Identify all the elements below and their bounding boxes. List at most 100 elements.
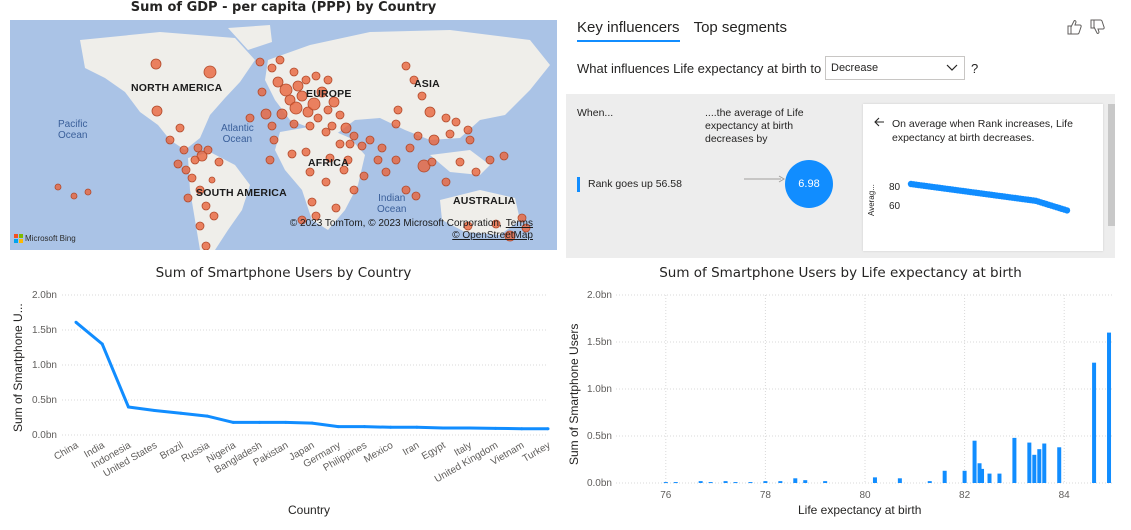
gdp-bubble[interactable]	[276, 108, 288, 120]
gdp-bubble[interactable]	[187, 173, 197, 183]
gdp-bubble[interactable]	[401, 185, 411, 195]
gdp-bubble[interactable]	[287, 149, 297, 159]
gdp-bubble[interactable]	[284, 94, 296, 106]
gdp-bubble[interactable]	[181, 165, 191, 175]
gdp-bubble[interactable]	[208, 176, 216, 184]
gdp-bubble[interactable]	[349, 131, 359, 141]
gdp-bubble[interactable]	[345, 139, 355, 149]
map-terms-link[interactable]: Terms	[505, 218, 533, 229]
bar-chart-bar[interactable]	[977, 463, 982, 483]
bar-chart-bar[interactable]	[1032, 454, 1037, 483]
line-chart-point[interactable]	[126, 405, 130, 409]
gdp-bubble[interactable]	[305, 121, 315, 131]
thumbs-up-icon[interactable]	[1066, 19, 1083, 35]
gdp-bubble[interactable]	[451, 117, 461, 127]
gdp-bubble[interactable]	[269, 135, 279, 145]
gdp-bubble[interactable]	[175, 123, 185, 133]
gdp-bubble[interactable]	[409, 75, 419, 85]
gdp-bubble[interactable]	[405, 143, 415, 153]
bar-chart-bar[interactable]	[980, 468, 985, 483]
gdp-bubble[interactable]	[201, 241, 211, 250]
back-arrow-icon[interactable]	[873, 116, 885, 128]
gdp-bubble[interactable]	[307, 97, 321, 111]
gdp-bubble[interactable]	[427, 157, 437, 167]
bar-chart-bar[interactable]	[897, 478, 902, 483]
gdp-bubble[interactable]	[499, 151, 509, 161]
gdp-bubble[interactable]	[411, 191, 421, 201]
bar-chart-bar[interactable]	[987, 473, 992, 483]
gdp-bubble[interactable]	[357, 141, 367, 151]
line-chart-point[interactable]	[494, 426, 498, 430]
gdp-bubble[interactable]	[165, 135, 175, 145]
gdp-bubble[interactable]	[325, 153, 335, 163]
gdp-bubble[interactable]	[301, 75, 311, 85]
gdp-bubble[interactable]	[428, 134, 440, 146]
line-chart-point[interactable]	[231, 420, 235, 424]
line-chart-point[interactable]	[415, 425, 419, 429]
gdp-bubble[interactable]	[305, 167, 315, 177]
gdp-bubble[interactable]	[260, 108, 272, 120]
line-chart-series-line[interactable]	[75, 321, 548, 431]
gdp-bubble[interactable]	[391, 155, 401, 165]
gdp-bubble[interactable]	[349, 185, 359, 195]
bar-chart-bar[interactable]	[733, 482, 738, 484]
gdp-bubble[interactable]	[485, 155, 495, 165]
line-chart-point[interactable]	[441, 426, 445, 430]
bar-chart-bar[interactable]	[962, 470, 967, 483]
bar-chart-bar[interactable]	[793, 478, 798, 483]
gdp-bubble[interactable]	[377, 143, 387, 153]
tab-top-segments[interactable]: Top segments	[693, 19, 787, 36]
gdp-bubble[interactable]	[335, 110, 345, 120]
bar-chart-bar[interactable]	[778, 481, 783, 483]
bar-chart-bar[interactable]	[1027, 442, 1032, 483]
gdp-bubble[interactable]	[335, 139, 345, 149]
gdp-bubble[interactable]	[323, 105, 333, 115]
bar-chart-bar[interactable]	[927, 481, 932, 483]
line-chart-point[interactable]	[205, 414, 209, 418]
bar-chart-bar[interactable]	[708, 482, 713, 484]
gdp-bubble[interactable]	[517, 213, 527, 223]
ki-scrollbar[interactable]	[1108, 104, 1115, 226]
gdp-bubble[interactable]	[321, 177, 331, 187]
ki-factor-rank[interactable]: Rank goes up 56.58	[577, 177, 682, 192]
gdp-bubble[interactable]	[393, 105, 403, 115]
gdp-bubble[interactable]	[455, 157, 465, 167]
gdp-bubble[interactable]	[521, 223, 531, 233]
bar-chart-bar[interactable]	[1042, 443, 1047, 483]
gdp-bubble[interactable]	[391, 119, 401, 129]
line-chart-point[interactable]	[100, 342, 104, 346]
gdp-bubble[interactable]	[323, 75, 333, 85]
gdp-bubble[interactable]	[316, 86, 328, 98]
line-chart-point[interactable]	[362, 425, 366, 429]
gdp-bubble[interactable]	[150, 58, 162, 70]
line-chart-point[interactable]	[258, 420, 262, 424]
gdp-bubble[interactable]	[275, 55, 285, 65]
gdp-bubble[interactable]	[190, 155, 200, 165]
gdp-bubble[interactable]	[340, 122, 352, 134]
gdp-bubble[interactable]	[504, 230, 516, 242]
gdp-bubble[interactable]	[413, 131, 423, 141]
gdp-bubble[interactable]	[401, 61, 411, 71]
gdp-bubble[interactable]	[265, 155, 275, 165]
gdp-bubble[interactable]	[327, 121, 337, 131]
gdp-bubble[interactable]	[365, 135, 375, 145]
bar-chart-bar[interactable]	[1092, 362, 1097, 483]
gdp-bubble[interactable]	[173, 159, 183, 169]
gdp-bubble[interactable]	[441, 177, 451, 187]
bar-chart-bar[interactable]	[1012, 437, 1017, 483]
gdp-bubble[interactable]	[209, 211, 219, 221]
gdp-bubble[interactable]	[328, 96, 340, 108]
bar-chart-bar[interactable]	[823, 481, 828, 483]
bar-chart-bar[interactable]	[698, 481, 703, 483]
line-chart-point[interactable]	[310, 421, 314, 425]
bar-chart-bar[interactable]	[1037, 449, 1042, 483]
gdp-bubble[interactable]	[321, 127, 331, 137]
gdp-bubble[interactable]	[417, 159, 431, 173]
gdp-bubble[interactable]	[465, 135, 475, 145]
gdp-bubble[interactable]	[84, 188, 92, 196]
bar-chart-bar[interactable]	[872, 477, 877, 483]
ki-direction-dropdown[interactable]: Decrease	[825, 56, 965, 80]
gdp-bubble[interactable]	[196, 150, 208, 162]
bar-chart-bar[interactable]	[723, 481, 728, 483]
gdp-bubble[interactable]	[245, 113, 255, 123]
